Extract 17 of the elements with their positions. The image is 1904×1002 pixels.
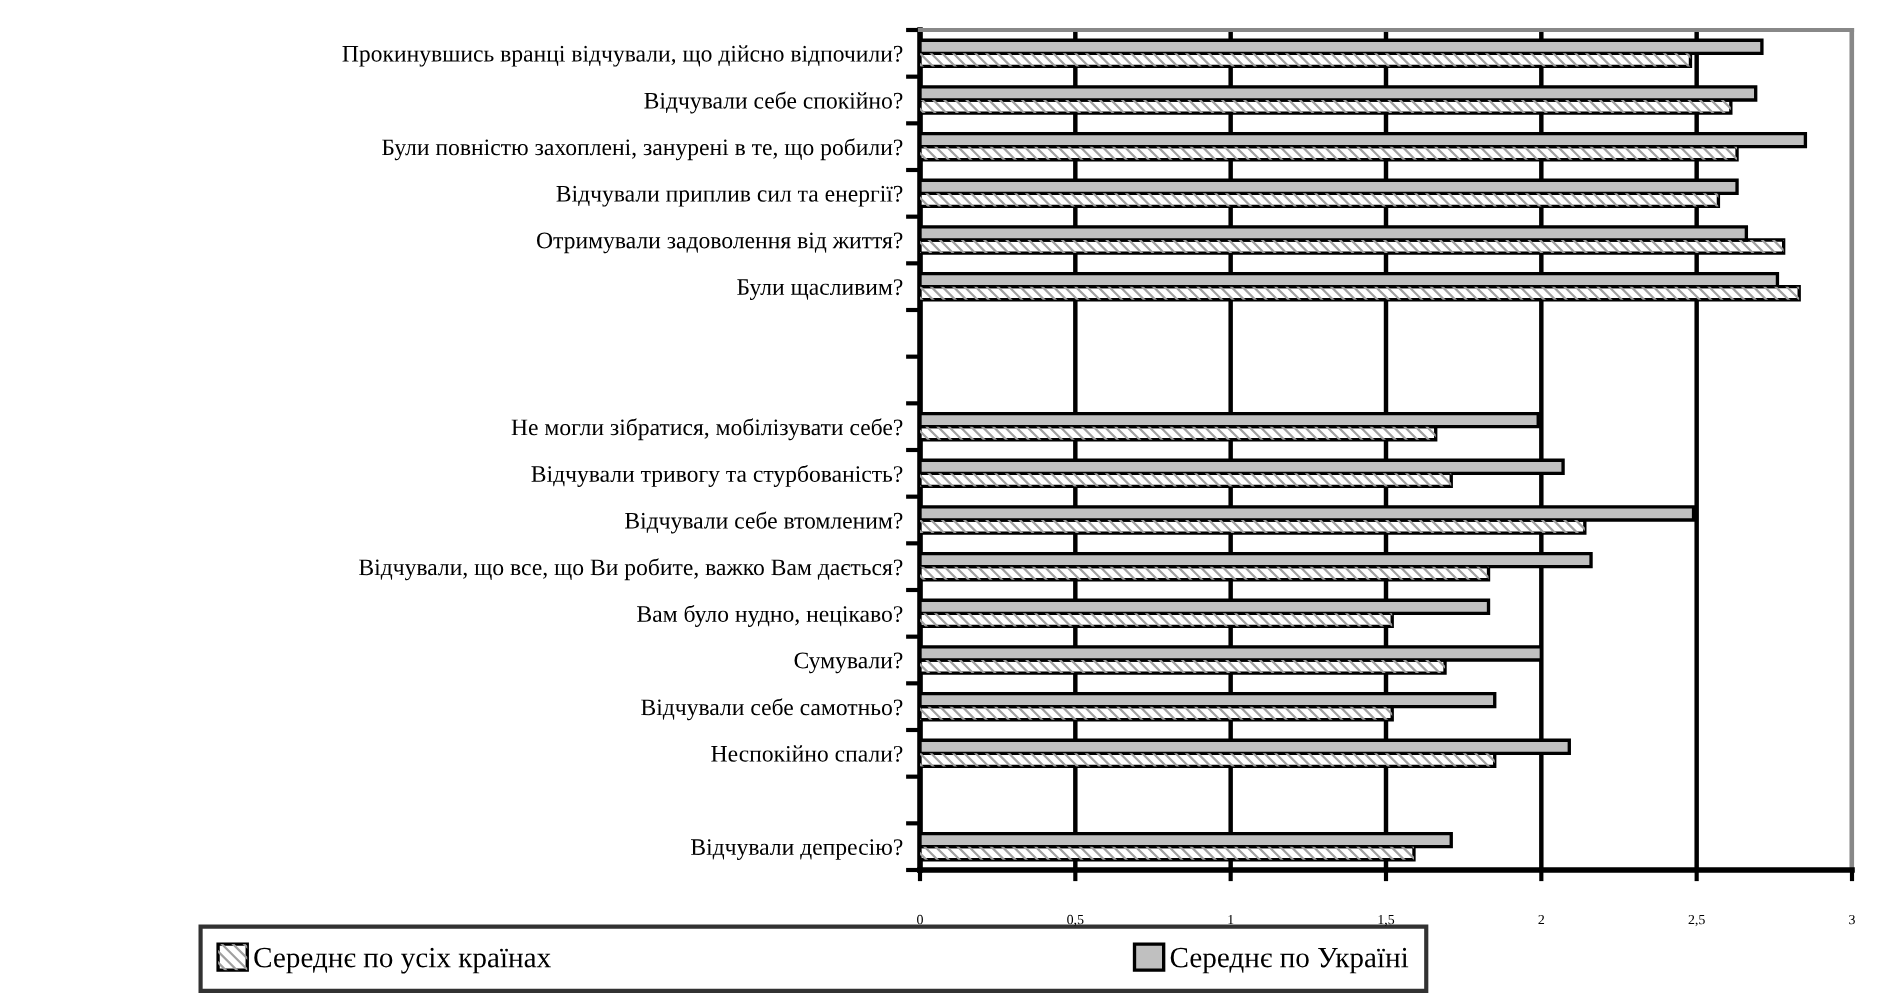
y-tick-label: Відчували себе втомленим? (625, 511, 903, 534)
y-tick-label: Не могли зібратися, мобілізувати себе? (511, 418, 903, 441)
y-tick-label: Прокинувшись вранці відчували, що дійсно відпочили? (342, 45, 903, 67)
y-tick-label: Відчували депресію? (691, 839, 903, 860)
legend-label: Середнє по Україні (1170, 947, 1409, 974)
y-tick-label: Були щасливим? (737, 279, 903, 300)
y-tick-label: Сумували? (794, 652, 903, 674)
legend-label: Середнє по усіх країнах (254, 947, 551, 974)
y-tick-label: Відчували себе спокійно? (644, 91, 903, 114)
y-tick-label: Були повністю захоплені, занурені в те, що робили? (382, 138, 903, 161)
y-tick-label: Відчували тривогу та стурбованість? (531, 464, 903, 487)
y-tick-label: Вам було нудно, нецікаво? (637, 604, 903, 627)
y-tick-label: Відчували себе самотньо? (641, 698, 903, 721)
y-tick-label: Неспокійно спали? (711, 745, 903, 762)
y-tick-label: Відчували приплив сил та енергії? (556, 185, 903, 207)
y-tick-label: Отримували задоволення від життя? (536, 232, 903, 254)
y-tick-label: Відчували, що все, що Ви робите, важко Вам дається? (359, 558, 903, 581)
